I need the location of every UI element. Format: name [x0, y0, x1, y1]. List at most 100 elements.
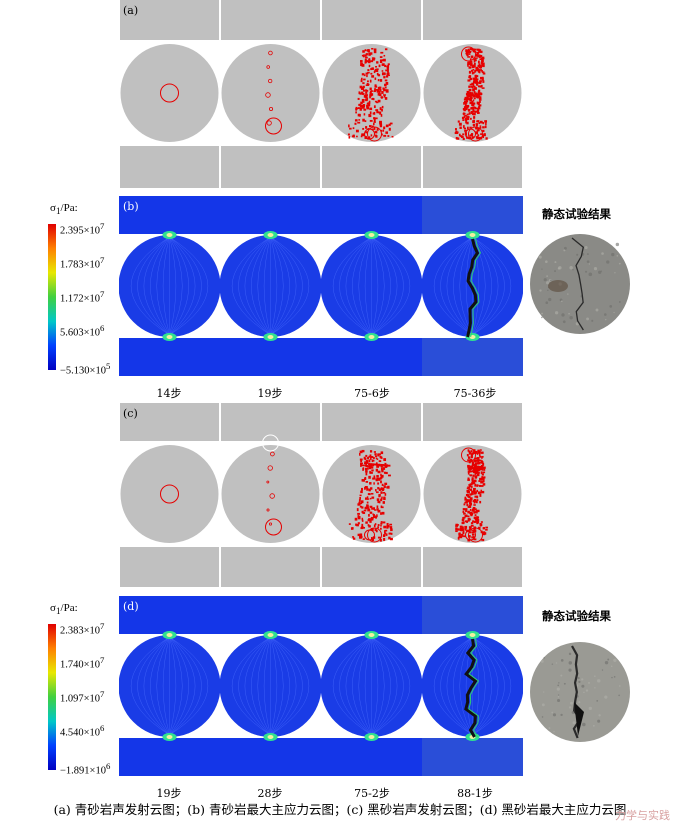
ae-event	[358, 503, 361, 506]
loading-platen-bottom	[423, 547, 522, 587]
ae-event	[478, 97, 482, 101]
stress-trajectory	[270, 636, 297, 736]
rock-texture	[603, 313, 607, 316]
ae-event	[481, 490, 485, 494]
ae-event	[478, 136, 481, 140]
ae-event	[369, 463, 373, 467]
ae-event	[467, 126, 469, 130]
ae-event	[470, 514, 473, 517]
ae-event	[455, 530, 458, 533]
ae-event	[470, 107, 473, 110]
ae-event	[465, 133, 467, 136]
ae-event	[477, 127, 480, 131]
rock-texture	[607, 658, 610, 661]
stress-trajectory	[251, 236, 271, 336]
colorbar-b-tick-2: 1.783×107	[60, 255, 105, 271]
ae-event	[387, 63, 390, 66]
ae-event	[471, 463, 475, 466]
ae-event	[474, 48, 477, 51]
ae-event	[374, 130, 378, 134]
ae-event	[462, 531, 465, 535]
ae-event	[366, 498, 370, 500]
ae-event	[370, 537, 373, 539]
ae-event	[385, 464, 389, 467]
ae-event	[354, 517, 358, 521]
rock-texture	[613, 676, 616, 678]
ae-event	[479, 82, 482, 84]
ae-event	[384, 83, 387, 87]
loading-platen-bottom	[322, 146, 421, 188]
ae-event	[482, 126, 485, 129]
stress-trajectory	[459, 636, 473, 736]
ae-event	[383, 485, 386, 488]
ae-event	[348, 136, 351, 139]
ae-event	[476, 473, 480, 477]
ae-event	[481, 76, 484, 79]
ae-event	[369, 511, 373, 514]
ae-event-circle	[367, 527, 382, 543]
ae-event	[368, 136, 371, 140]
ae-event	[375, 66, 378, 68]
stress-trajectory	[371, 236, 391, 336]
ae-event	[480, 489, 483, 492]
ae-event	[373, 477, 376, 480]
ae-event	[457, 528, 460, 531]
ae-event	[387, 72, 390, 75]
loading-platen-top	[422, 596, 523, 634]
ae-event	[352, 537, 356, 540]
ae-event	[467, 90, 470, 94]
ae-event	[467, 79, 471, 82]
rock-texture	[613, 658, 617, 662]
colorbar-b-tick-1: 2.395×107	[60, 221, 105, 237]
ae-event	[469, 508, 472, 511]
ae-event	[480, 69, 482, 72]
stress-trajectory	[169, 236, 189, 336]
stress-trajectory	[434, 636, 473, 736]
loading-platen-top	[119, 196, 220, 234]
ae-event	[479, 85, 483, 88]
ae-event	[361, 449, 365, 453]
ae-event	[364, 58, 367, 61]
ae-event	[383, 58, 386, 62]
ae-event	[384, 97, 388, 100]
ae-event	[371, 67, 374, 70]
ae-event	[468, 487, 470, 491]
rock-texture	[557, 695, 560, 698]
ae-event	[471, 65, 475, 68]
stress-trajectory	[440, 236, 473, 336]
ae-event	[470, 485, 473, 488]
ae-event	[480, 481, 484, 484]
rock-texture	[554, 270, 556, 273]
rock-texture	[568, 312, 570, 315]
ae-event	[371, 57, 375, 59]
ae-event	[474, 468, 477, 471]
ae-event	[473, 504, 476, 506]
stress-trajectory	[352, 636, 372, 736]
ae-event	[464, 103, 467, 107]
ae-event-circle	[367, 126, 382, 142]
ae-event	[362, 133, 365, 136]
ae-event	[476, 484, 479, 487]
ae-event	[477, 85, 481, 88]
ae-event	[386, 72, 389, 76]
ae-event	[374, 77, 377, 80]
ae-event	[366, 504, 368, 507]
colorbar-d-tick-4: 4.540×106	[60, 723, 105, 739]
ae-event	[469, 474, 472, 477]
ae-event	[473, 112, 476, 116]
rock-texture	[552, 713, 557, 717]
ae-event	[477, 95, 481, 98]
ae-event	[373, 463, 377, 466]
ae-event	[464, 107, 468, 111]
ae-event	[363, 94, 366, 98]
ae-event	[467, 515, 470, 518]
ae-event	[467, 116, 470, 119]
ae-event	[478, 104, 482, 107]
ae-event-circle	[160, 83, 179, 103]
disc-specimen	[120, 445, 219, 543]
loading-platen-top	[423, 0, 522, 40]
ae-event	[366, 496, 369, 499]
ae-event	[366, 105, 370, 107]
ae-event	[369, 93, 373, 97]
ae-event	[373, 90, 376, 93]
